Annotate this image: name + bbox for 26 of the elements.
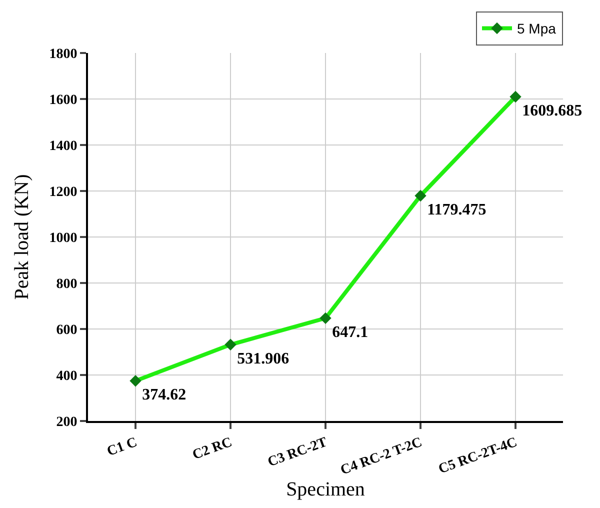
point [510,90,522,103]
y-tick-label: 1200 [49,184,78,200]
data-label: 1609.685 [522,102,582,120]
y-tick-label: 1800 [49,46,78,62]
point [224,338,236,351]
legend-label: 5 Mpa [517,20,556,37]
x-tick-label: C4 RC-2 T-2C [338,435,424,478]
data-label: 374.62 [142,386,186,404]
x-tick-label: C2 RC [190,435,234,464]
x-tick-label: C1 C [105,435,140,460]
x-axis-title: Specimen [286,478,365,500]
data-label: 1179.475 [427,201,486,218]
point [130,374,142,387]
point [414,190,426,202]
x-tick-label: C3 RC-2T [266,434,330,470]
y-tick-label: 400 [56,368,78,384]
y-axis-title: Peak load (KN) [11,174,34,300]
y-tick-label: 200 [56,414,78,430]
data-label: 531.906 [237,350,290,368]
y-tick-label: 1400 [49,138,78,154]
y-tick-label: 1000 [49,230,78,246]
y-tick-label: 800 [56,276,78,292]
data-label: 647.1 [332,324,368,341]
y-tick-label: 600 [56,322,78,338]
y-tick-label: 1600 [49,92,78,108]
point [320,312,332,324]
